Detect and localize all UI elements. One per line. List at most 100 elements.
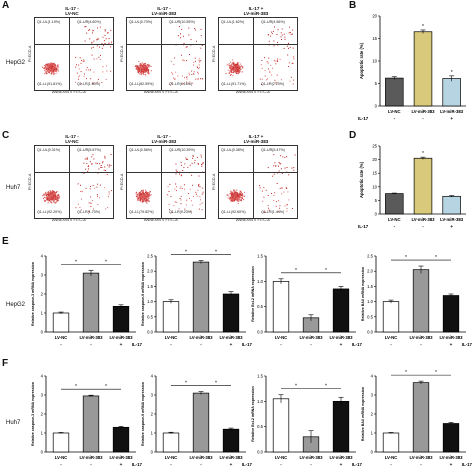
quadrant-divider-h: [127, 44, 205, 45]
significance-star: *: [451, 70, 453, 76]
flow-title-il17: IL-17 -: [65, 6, 79, 11]
quadrant-divider-v: [161, 146, 162, 218]
bar: [332, 288, 350, 333]
y-tick-label: 15: [372, 36, 377, 41]
y-tick-label: 1.0: [257, 279, 263, 284]
y-tick-label: 4: [41, 254, 44, 259]
il17-sign: +: [230, 342, 233, 347]
flow-xlabel: ANNEXIN V FITC-A: [144, 90, 178, 94]
quadrant-lr: Q1-LR(2.10%): [261, 82, 285, 86]
y-tick-label: 1.5: [147, 284, 153, 289]
flow-ylabel: PI ECD-A: [120, 173, 124, 190]
il17-sign: -: [394, 116, 396, 121]
flow-xlabel: ANNEXIN V FITC-A: [144, 218, 178, 222]
chart-b: 0 5 10 15 20 Apoptotic rate (%) LV-NC - LV-miR-3…: [358, 14, 466, 121]
y-tick-label: 0.5: [147, 314, 153, 319]
chart-f1: 0 1 2 3 4 Relative caspase-3 mRNA expression L…: [31, 374, 142, 468]
quadrant-ul: Q1-UL(0.31%): [37, 148, 61, 152]
quadrant-ll: Q1-LL(82.59%): [129, 82, 154, 86]
quadrant-ur: Q1-UR(4.60%): [77, 20, 101, 24]
flow-ylabel: PI ECD-A: [212, 173, 216, 190]
y-tick-label: 10: [372, 59, 377, 64]
quadrant-ll: Q1-LL(79.82%): [129, 210, 154, 214]
category-label: LV-miR-383: [79, 455, 103, 460]
significance-star: *: [422, 24, 424, 30]
significance-star: *: [295, 384, 297, 390]
y-tick-label: 5: [375, 198, 378, 203]
flow-title-il17: IL-17 -: [157, 134, 171, 139]
y-tick-label: 1.0: [367, 299, 373, 304]
bar: [112, 426, 130, 453]
significance-star: *: [75, 384, 77, 390]
flow-ylabel: PI ECD-A: [28, 173, 32, 190]
flow-xlabel: ANNEXIN V FITC-A: [52, 218, 86, 222]
il17-sign: -: [60, 342, 62, 347]
y-tick-label: 0.5: [367, 314, 373, 319]
significance-star: *: [185, 381, 187, 387]
y-tick-label: 1: [41, 431, 44, 436]
flow-title-group: LV-NC: [65, 139, 79, 144]
quadrant-ur: Q1-UR(4.56%): [261, 20, 285, 24]
category-label: LV-NC: [275, 335, 288, 340]
bar: [332, 400, 350, 453]
bar: [52, 432, 70, 453]
flow-title-group: LV-miR-383: [151, 139, 177, 144]
y-tick-label: 25: [372, 144, 377, 149]
panel-label-f: F: [2, 358, 9, 369]
category-label: LV-NC: [385, 455, 398, 460]
il17-sign: -: [390, 462, 392, 467]
significance-star: *: [325, 268, 327, 274]
quadrant-divider-h: [35, 44, 113, 45]
y-tick-label: 1.5: [257, 374, 263, 379]
bar: [442, 78, 461, 107]
category-label: LV-miR-383: [411, 109, 435, 114]
panel-label-e: E: [2, 236, 9, 247]
chart-e3: 0.0 0.5 1.0 1.5 Relative Bcl-2 mRNA expressi…: [251, 254, 362, 348]
bar: [112, 305, 130, 333]
quadrant-lr: Q1-LR(6.16%): [169, 82, 193, 86]
bar: [382, 301, 400, 333]
il17-sign: +: [450, 342, 453, 347]
il17-sign: +: [450, 224, 453, 229]
y-tick-label: 0.5: [257, 424, 263, 429]
category-label: LV-miR-383: [439, 335, 463, 340]
category-label: LV-miR-383: [299, 335, 323, 340]
quadrant-ll: Q1-LL(91.81%): [37, 82, 62, 86]
significance-star: *: [105, 384, 107, 390]
il17-sign: +: [120, 342, 123, 347]
y-tick-label: 2: [41, 412, 44, 417]
flow-xlabel: ANNEXIN V FITC-A: [236, 90, 270, 94]
y-tick-label: 4: [41, 374, 44, 379]
quadrant-lr: Q1-LR(1.80%): [77, 82, 101, 86]
bar: [385, 77, 404, 107]
y-tick-label: 2.5: [147, 254, 153, 259]
y-tick-label: 2.5: [367, 254, 373, 259]
quadrant-ur: Q1-UR(10.55%): [169, 20, 195, 24]
significance-star: *: [422, 151, 424, 157]
il17-sign: -: [394, 224, 396, 229]
y-tick-label: 1.5: [367, 284, 373, 289]
panel-label-b: B: [349, 0, 357, 11]
il17-sign: -: [420, 462, 422, 467]
category-label: LV-miR-383: [409, 335, 433, 340]
il17-sign: +: [450, 116, 453, 121]
y-tick-label: 1: [41, 311, 44, 316]
il17-sign: -: [200, 342, 202, 347]
il17-sign: -: [60, 462, 62, 467]
significance-star: *: [105, 259, 107, 265]
quadrant-ul: Q1-UL(0.70%): [129, 20, 153, 24]
category-label: LV-miR-383: [189, 455, 213, 460]
category-label: LV-miR-383: [219, 335, 243, 340]
flow-ylabel: PI ECD-A: [212, 45, 216, 62]
flow-title-il17: IL-17 -: [157, 6, 171, 11]
category-label: LV-miR-383: [329, 455, 353, 460]
y-axis-label: Relative caspase-3 mRNA expression: [31, 262, 35, 326]
flow-scatter: [226, 154, 296, 213]
chart-f2: 0 1 2 3 4 Relative caspase-9 mRNA expression L…: [141, 374, 252, 468]
bar: [82, 272, 100, 333]
category-label: LV-NC: [388, 109, 401, 114]
y-axis-label: Relative caspase-3 mRNA expression: [31, 382, 35, 446]
bar: [222, 428, 240, 453]
bar: [192, 261, 210, 333]
